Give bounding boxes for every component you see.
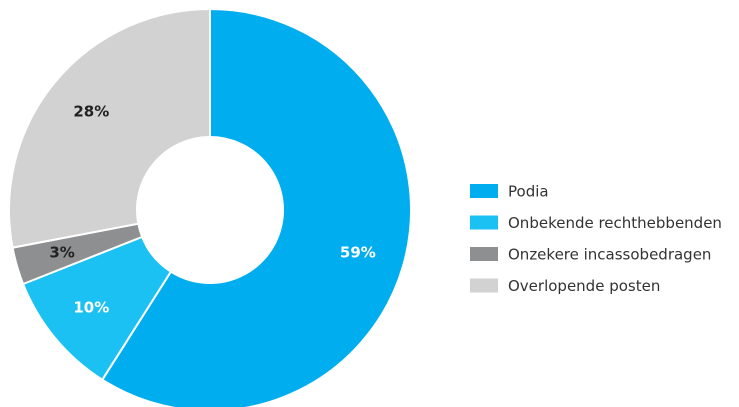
- legend-label: Onzekere incassobedragen: [508, 246, 711, 264]
- legend-swatch: [470, 247, 498, 261]
- value-label: 28%: [73, 102, 109, 120]
- legend-label: Onbekende rechthebbenden: [508, 214, 722, 232]
- donut-slice: [100, 7, 412, 407]
- value-label: 10%: [73, 299, 109, 317]
- legend-swatch: [470, 184, 498, 198]
- donut-slice: [8, 7, 211, 249]
- value-label: 59%: [340, 243, 376, 261]
- value-label: 3%: [49, 243, 74, 261]
- legend-label: Overlopende posten: [508, 277, 660, 295]
- legend-swatch: [470, 278, 498, 293]
- legend-swatch: [470, 215, 498, 230]
- legend-label: Podia: [508, 183, 549, 201]
